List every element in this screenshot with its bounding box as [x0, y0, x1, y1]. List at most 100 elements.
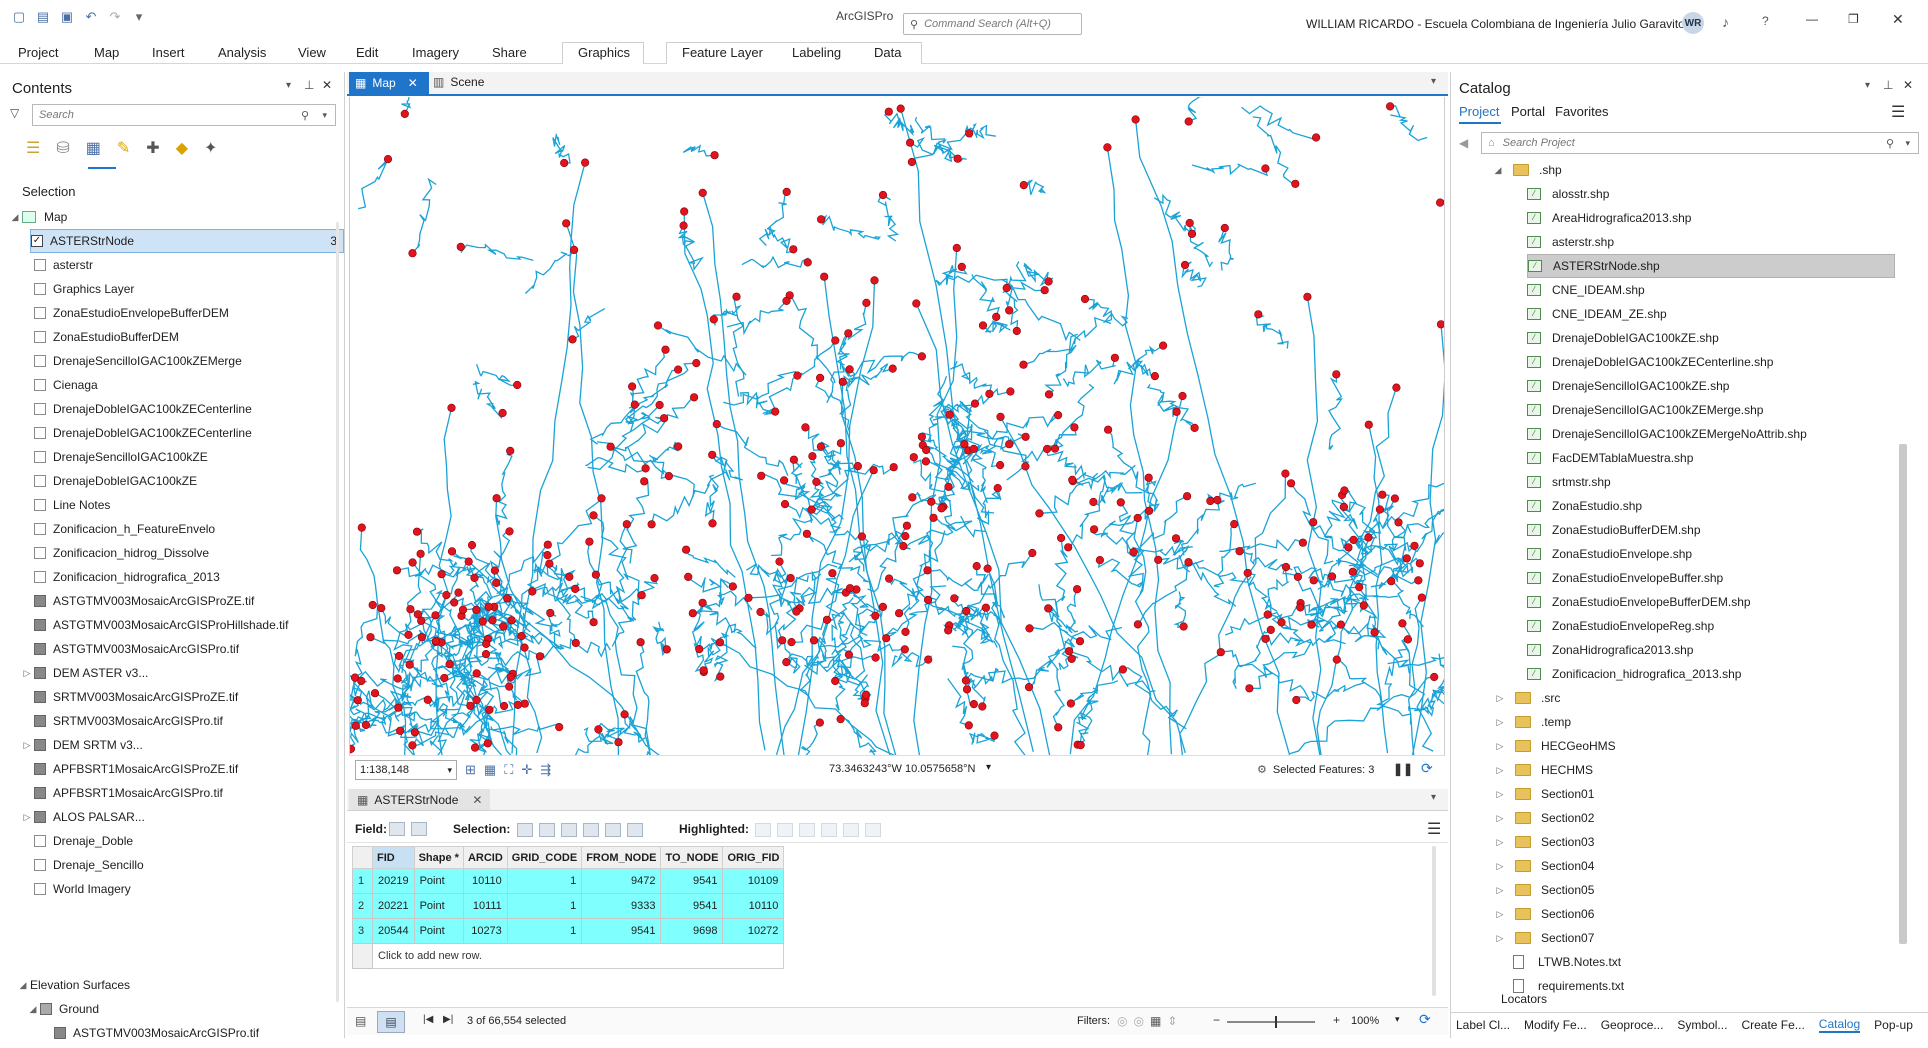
copy-highlighted-icon[interactable] — [865, 822, 881, 837]
table-cell[interactable]: 20219 — [372, 868, 415, 894]
column-header-shape[interactable]: Shape * — [413, 846, 464, 869]
catalog-folder-item[interactable]: ▷ Section07 — [1495, 926, 1595, 950]
expand-icon[interactable]: ▷ — [1496, 908, 1504, 919]
layer-item[interactable]: DrenajeDobleIGAC100kZECenterline — [22, 397, 252, 421]
layer-visibility-checkbox[interactable] — [34, 547, 46, 559]
catalog-folder-item[interactable]: ▷ HECGeoHMS — [1495, 734, 1616, 758]
expand-icon[interactable]: ▷ — [1496, 716, 1504, 727]
copy-selection-icon[interactable] — [627, 822, 643, 837]
catalog-shapefile-item[interactable]: ⁄ ZonaEstudioEnvelopeBuffer.shp — [1527, 566, 1723, 590]
expand-icon[interactable]: ▷ — [23, 739, 31, 750]
zoom-level[interactable]: 100% — [1351, 1015, 1380, 1027]
folder-shp[interactable]: ◢ .shp — [1493, 158, 1562, 182]
close-tab-icon[interactable]: ✕ — [407, 76, 418, 90]
catalog-file-item[interactable]: LTWB.Notes.txt — [1513, 950, 1621, 974]
layer-item[interactable]: ▷ DEM SRTM v3... — [22, 733, 143, 757]
layer-visibility-checkbox[interactable] — [34, 859, 46, 871]
layer-visibility-checkbox[interactable] — [34, 427, 46, 439]
expand-icon[interactable]: ▷ — [1496, 860, 1504, 871]
elevation-surfaces-node[interactable]: ◢ Elevation Surfaces — [18, 973, 131, 997]
layer-item[interactable]: DrenajeSencilloIGAC100kZE — [22, 445, 208, 469]
grid-icon[interactable]: ⊞ — [465, 762, 476, 777]
column-header-from-node[interactable]: FROM_NODE — [581, 846, 662, 869]
layer-item[interactable]: APFBSRT1MosaicArcGISProZE.tif — [22, 757, 238, 781]
layer-visibility-checkbox[interactable] — [34, 475, 46, 487]
tab-attribute-table[interactable]: ▦ ASTERStrNode ✕ — [349, 789, 491, 810]
list-by-data-source-icon[interactable]: ⛁ — [56, 140, 70, 157]
tab-edit[interactable]: Edit — [356, 45, 379, 60]
catalog-folder-item[interactable]: ▷ HECHMS — [1495, 758, 1593, 782]
layer-item[interactable]: Graphics Layer — [22, 277, 134, 301]
tab-list-icon[interactable]: ▾ — [1431, 76, 1437, 87]
list-by-drawing-order-icon[interactable]: ☰ — [26, 140, 41, 157]
switch-selection-icon[interactable] — [561, 822, 577, 837]
tab-analysis[interactable]: Analysis — [218, 45, 267, 60]
back-icon[interactable]: ◀ — [1459, 136, 1469, 150]
layer-visibility-checkbox[interactable] — [34, 523, 46, 535]
tab-insert[interactable]: Insert — [152, 45, 185, 60]
chevron-down-icon[interactable]: ▾ — [1395, 1014, 1400, 1024]
table-cell[interactable]: 10272 — [722, 918, 785, 944]
catalog-shapefile-item[interactable]: ⁄ ZonaHidrografica2013.shp — [1527, 638, 1693, 662]
scale-selector[interactable]: 1:138,148 ▾ — [355, 760, 457, 780]
catalog-folder-item[interactable]: ▷ .temp — [1495, 710, 1571, 734]
close-window-icon[interactable]: ✕ — [1892, 11, 1904, 27]
layer-item[interactable]: SRTMV003MosaicArcGISPro.tif — [22, 709, 223, 733]
row-number[interactable]: 2 — [352, 893, 373, 919]
unselect-highlighted-icon[interactable] — [799, 822, 815, 837]
table-row[interactable]: 3 20544 Point 10273 1 9541 9698 10272 — [352, 918, 785, 944]
ground-source-item[interactable]: ASTGTMV003MosaicArcGISPro.tif — [54, 1021, 259, 1045]
catalog-shapefile-item[interactable]: ⁄ Zonificacion_hidrografica_2013.shp — [1527, 662, 1741, 686]
layer-item[interactable]: ASTGTMV003MosaicArcGISProHillshade.tif — [22, 613, 288, 637]
table-cell[interactable]: 9541 — [660, 868, 724, 894]
catalog-shapefile-item[interactable]: ⁄ ZonaEstudio.shp — [1527, 494, 1642, 518]
minimize-icon[interactable]: — — [1806, 12, 1818, 26]
table-cell[interactable]: 9541 — [660, 893, 724, 919]
expand-icon[interactable]: ▷ — [1496, 764, 1504, 775]
catalog-shapefile-item[interactable]: ⁄ alosstr.shp — [1527, 182, 1609, 206]
refresh-icon[interactable]: ⟳ — [1419, 1011, 1431, 1027]
column-header-arcid[interactable]: ARCID — [462, 846, 508, 869]
catalog-search-input[interactable]: ⌂ Search Project ⚲ ▾ — [1481, 132, 1919, 154]
pin-icon[interactable]: ⊥ — [304, 78, 315, 92]
layer-visibility-checkbox[interactable] — [34, 259, 46, 271]
catalog-shapefile-item[interactable]: ⁄ DrenajeSencilloIGAC100kZEMergeNoAttrib.… — [1527, 422, 1807, 446]
delete-highlighted-icon[interactable] — [843, 822, 859, 837]
zoom-slider[interactable] — [1227, 1016, 1315, 1028]
collapse-icon[interactable]: ◢ — [19, 979, 27, 990]
collapse-icon[interactable]: ◢ — [29, 1003, 37, 1014]
list-by-snapping-icon[interactable]: ✚ — [146, 140, 160, 157]
pane-options-icon[interactable]: ▾ — [286, 80, 292, 91]
zoom-slider-thumb[interactable] — [1275, 1016, 1277, 1028]
table-cell[interactable]: 10110 — [722, 893, 785, 919]
bottom-tab[interactable]: Geoproce... — [1600, 1017, 1664, 1032]
filter-definition-icon[interactable]: ▦ — [1149, 1014, 1162, 1028]
list-by-labeling-icon[interactable]: ◆ — [175, 140, 188, 157]
undo-icon[interactable]: ↶ — [85, 9, 97, 24]
tab-map[interactable]: Map — [94, 45, 120, 60]
pane-options-icon[interactable]: ▾ — [1865, 80, 1871, 91]
table-cell[interactable]: 1 — [506, 918, 583, 944]
notifications-icon[interactable]: ♪ — [1722, 14, 1729, 30]
layer-item[interactable]: ✓ ASTERStrNode 3 — [30, 229, 344, 253]
layer-item[interactable]: Cienaga — [22, 373, 98, 397]
chevron-down-icon[interactable]: ▾ — [1905, 137, 1910, 148]
contents-search-input[interactable]: Search ⚲ ▾ — [32, 104, 336, 126]
switch-highlighted-icon[interactable] — [777, 822, 793, 837]
snapping-icon[interactable]: ✛ — [521, 762, 533, 777]
layer-visibility-checkbox[interactable] — [34, 355, 46, 367]
table-menu-icon[interactable]: ☰ — [1427, 821, 1442, 838]
catalog-folder-item[interactable]: ▷ Section06 — [1495, 902, 1595, 926]
command-search-input[interactable]: ⚲ Command Search (Alt+Q) — [903, 13, 1082, 35]
expand-icon[interactable]: ▷ — [1496, 932, 1504, 943]
close-pane-icon[interactable]: ✕ — [322, 78, 333, 92]
expand-icon[interactable]: ▷ — [1496, 788, 1504, 799]
customize-toolbar-icon[interactable]: ▾ — [135, 9, 143, 24]
catalog-tab-portal[interactable]: Portal — [1511, 104, 1545, 119]
delete-selection-icon[interactable] — [605, 822, 621, 837]
layer-item[interactable]: Drenaje_Doble — [22, 829, 133, 853]
row-number[interactable]: 1 — [352, 868, 373, 894]
layer-item[interactable]: ZonaEstudioEnvelopeBufferDEM — [22, 301, 229, 325]
bottom-tab[interactable]: Modify Fe... — [1524, 1017, 1587, 1032]
table-row[interactable]: 2 20221 Point 10111 1 9333 9541 10110 — [352, 893, 785, 919]
